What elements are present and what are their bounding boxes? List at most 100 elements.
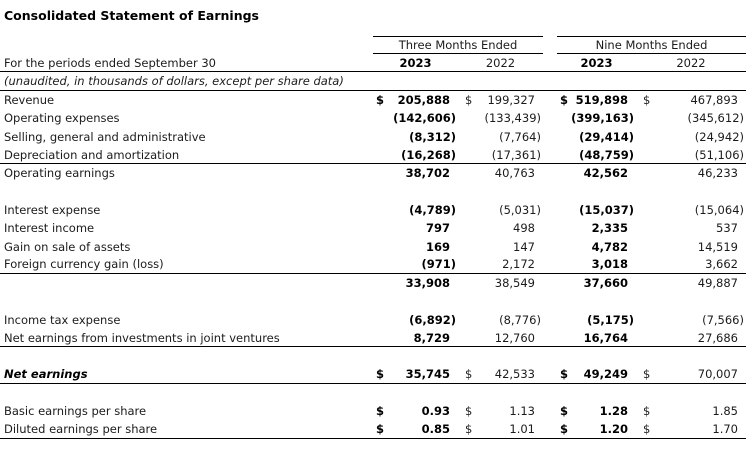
value-cell: 46,233	[636, 166, 746, 180]
value-text: 1.20	[599, 421, 628, 436]
value-cell: (8,776)	[458, 313, 543, 327]
value-cell: (51,106)	[636, 148, 746, 162]
value-cell: $1.70	[636, 422, 746, 436]
value-cell: (16,268)	[373, 148, 458, 162]
currency-symbol: $	[643, 421, 651, 436]
value-text: 0.93	[421, 404, 450, 419]
table-row: Net earnings from investments in joint v…	[0, 329, 746, 348]
statement-title: Consolidated Statement of Earnings	[4, 8, 259, 23]
value-cell: $1.20	[557, 422, 636, 436]
row-label: Net earnings	[4, 367, 88, 382]
value-text: (5,175)	[587, 312, 634, 327]
row-label: Foreign currency gain (loss)	[4, 257, 164, 272]
value-cell: $467,893	[636, 93, 746, 107]
row-label: Gain on sale of assets	[4, 239, 131, 254]
currency-symbol: $	[465, 404, 473, 419]
value-text: (15,037)	[579, 202, 634, 217]
value-text: 37,660	[583, 276, 628, 291]
value-cell: (4,789)	[373, 203, 458, 217]
value-text: 16,764	[583, 330, 628, 345]
value-cell: (5,175)	[557, 313, 636, 327]
value-text: 49,249	[583, 367, 628, 382]
value-text: 199,327	[487, 93, 535, 108]
value-cell: 38,702	[373, 166, 458, 180]
table-row: Depreciation and amortization (16,268) (17…	[0, 146, 746, 165]
value-text: 1.28	[599, 404, 628, 419]
row-label: Revenue	[4, 93, 55, 108]
value-text: 147	[513, 239, 535, 254]
value-text: 49,887	[697, 276, 738, 291]
value-text: (48,759)	[579, 147, 634, 162]
value-text: (51,106)	[694, 147, 744, 162]
value-cell: 8,729	[373, 331, 458, 345]
value-text: 14,519	[697, 239, 738, 254]
value-cell: 49,887	[636, 276, 746, 290]
table-row: Revenue $205,888 $199,327 $519,898 $467,893	[0, 91, 746, 109]
value-text: 8,729	[413, 330, 450, 345]
value-text: 27,686	[697, 330, 738, 345]
table-body: Revenue $205,888 $199,327 $519,898 $467,893 O…	[0, 91, 746, 439]
value-cell: (345,612)	[636, 111, 746, 125]
value-text: (29,414)	[579, 129, 634, 144]
column-gap	[543, 36, 557, 54]
note-row: (unaudited, in thousands of dollars, exc…	[0, 72, 746, 91]
value-cell: $1.85	[636, 404, 746, 418]
table-row: Basic earnings per share $0.93 $1.13 $1.28 $…	[0, 402, 746, 420]
value-text: (8,776)	[499, 312, 541, 327]
value-cell: (971)	[373, 257, 458, 271]
value-cell: (399,163)	[557, 111, 636, 125]
value-cell: $1.28	[557, 404, 636, 418]
value-cell: 42,562	[557, 166, 636, 180]
column-group-three-months: Three Months Ended	[373, 36, 543, 54]
currency-symbol: $	[643, 367, 651, 382]
value-text: (345,612)	[687, 111, 744, 126]
value-cell: (7,764)	[458, 130, 543, 144]
value-text: 3,018	[591, 257, 628, 272]
value-cell: (24,942)	[636, 130, 746, 144]
value-text: 33,908	[405, 276, 450, 291]
value-cell: 16,764	[557, 331, 636, 345]
row-label: Basic earnings per share	[4, 404, 147, 419]
value-text: (7,566)	[702, 312, 744, 327]
value-text: 38,702	[405, 166, 450, 181]
year-header-9m-2023: 2023	[580, 55, 613, 70]
value-text: 42,533	[494, 367, 535, 382]
value-text: (24,942)	[694, 129, 744, 144]
value-text: (6,892)	[409, 312, 456, 327]
value-text: 2,335	[591, 221, 628, 236]
row-label: Net earnings from investments in joint v…	[4, 330, 280, 345]
value-text: 4,782	[591, 239, 628, 254]
currency-symbol: $	[376, 421, 385, 436]
value-cell: (7,566)	[636, 313, 746, 327]
value-cell: 498	[458, 221, 543, 235]
table-row: Foreign currency gain (loss) (971) 2,172 3,…	[0, 256, 746, 274]
value-text: (142,606)	[393, 111, 456, 126]
table-row: Interest expense (4,789) (5,031) (15,037) (1…	[0, 201, 746, 219]
value-cell: 37,660	[557, 276, 636, 290]
row-label: Depreciation and amortization	[4, 147, 180, 162]
value-cell: 169	[373, 240, 458, 254]
value-cell: $519,898	[557, 93, 636, 107]
value-cell: 38,549	[458, 276, 543, 290]
value-cell: $42,533	[458, 367, 543, 381]
currency-symbol: $	[560, 421, 569, 436]
unaudited-note: (unaudited, in thousands of dollars, exc…	[4, 74, 344, 88]
value-cell: 12,760	[458, 331, 543, 345]
value-cell: (17,361)	[458, 148, 543, 162]
value-cell: 3,662	[636, 257, 746, 271]
currency-symbol: $	[465, 367, 473, 382]
value-cell: 3,018	[557, 257, 636, 271]
table-row: Diluted earnings per share $0.85 $1.01 $1.2…	[0, 420, 746, 439]
value-cell: (15,037)	[557, 203, 636, 217]
value-cell: (29,414)	[557, 130, 636, 144]
table-row: Net earnings $35,745 $42,533 $49,249 $70,007	[0, 365, 746, 384]
value-cell: (15,064)	[636, 203, 746, 217]
value-text: 3,662	[705, 257, 738, 272]
value-text: 70,007	[697, 367, 738, 382]
row-label: Operating expenses	[4, 111, 120, 126]
table-row: Operating expenses (142,606) (133,439) (399…	[0, 109, 746, 127]
value-text: 12,760	[494, 330, 535, 345]
value-text: (133,439)	[484, 111, 541, 126]
value-cell: (142,606)	[373, 111, 458, 125]
spacer-row	[0, 347, 746, 365]
